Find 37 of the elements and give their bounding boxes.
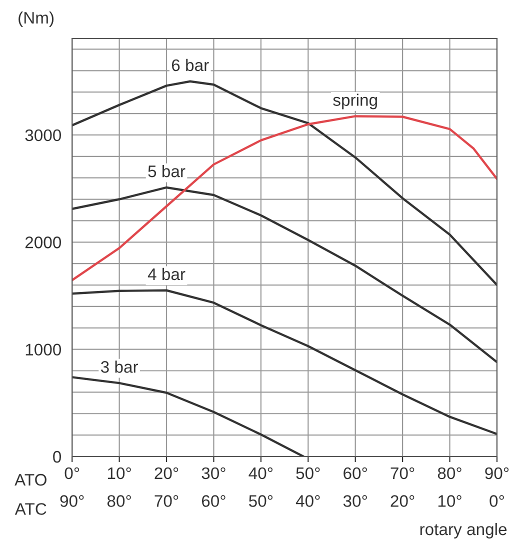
x-tick-label: 20° [154, 467, 178, 480]
line-series [72, 376, 305, 456]
series-label: spring [333, 94, 377, 110]
y-tick-label: 0 [53, 450, 62, 463]
x2-tick-label: 70° [154, 495, 178, 507]
x-tick-label: 90° [485, 467, 509, 480]
x2-tick-label: 0° [490, 495, 504, 507]
x2-tick-label: 20° [390, 495, 414, 507]
x-tick-label: 50° [296, 467, 320, 480]
x-tick-label: 0° [64, 467, 80, 480]
x2-tick-label: 30° [343, 495, 367, 507]
series-label: 3 bar [100, 360, 138, 373]
series-label: 4 bar [148, 268, 186, 280]
line-series [72, 289, 497, 436]
x-tick-label: 70° [390, 467, 414, 480]
line-series [72, 80, 497, 286]
series-label: 6 bar [172, 58, 209, 72]
x-tick-label: 30° [202, 467, 226, 480]
x2-axis-title: ATC [14, 503, 46, 515]
line-series [72, 115, 497, 282]
x-tick-label: 80° [438, 467, 462, 480]
x-tick-label: 40° [248, 467, 273, 480]
x2-tick-label: 60° [202, 495, 226, 507]
x2-tick-label: 90° [60, 495, 84, 507]
x2-tick-label: 10° [438, 495, 462, 507]
y-tick-label: 3000 [25, 129, 62, 142]
y-tick-label: 2000 [25, 236, 62, 248]
y-tick-label: 1000 [26, 344, 62, 356]
text: rotary angle [420, 522, 507, 539]
y-axis-title: (Nm) [18, 11, 54, 28]
x-tick-label: 60° [344, 467, 367, 480]
x-tick-label: 10° [108, 467, 131, 480]
x-axis-title: ATO [14, 474, 46, 486]
x2-tick-label: 50° [249, 495, 273, 507]
x2-tick-label: 40° [296, 495, 320, 507]
x2-tick-label: 80° [107, 495, 131, 507]
series-label: 5 bar [148, 165, 186, 178]
